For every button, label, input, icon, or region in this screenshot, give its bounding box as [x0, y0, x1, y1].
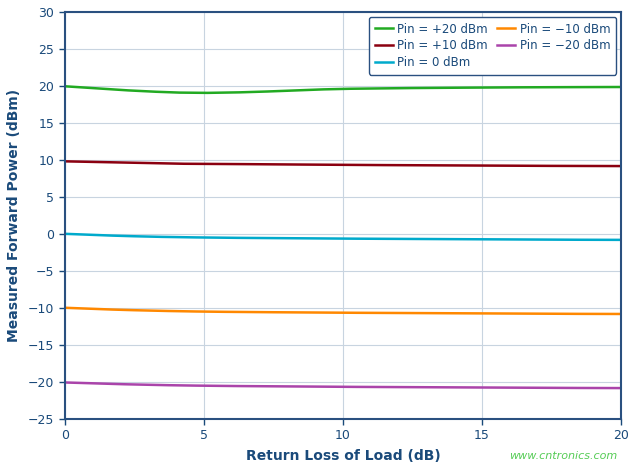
- Pin = −20 dBm: [392, 384, 399, 390]
- Pin = 0 dBm: [325, 236, 333, 242]
- Pin = +20 dBm: [200, 90, 208, 96]
- Line: Pin = −10 dBm: Pin = −10 dBm: [65, 308, 621, 314]
- Pin = −10 dBm: [604, 311, 612, 317]
- Pin = +20 dBm: [326, 86, 334, 92]
- Pin = +10 dBm: [604, 163, 612, 169]
- Pin = −20 dBm: [517, 385, 525, 391]
- Pin = −20 dBm: [325, 384, 333, 390]
- Pin = −10 dBm: [325, 310, 333, 315]
- Pin = +20 dBm: [605, 84, 612, 90]
- Pin = +20 dBm: [61, 84, 69, 89]
- Pin = −10 dBm: [517, 311, 525, 316]
- Pin = +10 dBm: [362, 162, 370, 168]
- Pin = +10 dBm: [61, 158, 69, 164]
- Pin = −20 dBm: [328, 384, 336, 390]
- Pin = −10 dBm: [392, 310, 399, 316]
- Y-axis label: Measured Forward Power (dBm): Measured Forward Power (dBm): [7, 89, 21, 342]
- Pin = +10 dBm: [618, 163, 625, 169]
- Text: www.cntronics.com: www.cntronics.com: [509, 451, 617, 461]
- Pin = 0 dBm: [392, 236, 399, 242]
- Pin = −10 dBm: [618, 311, 625, 317]
- Pin = 0 dBm: [61, 231, 69, 236]
- Pin = +20 dBm: [618, 84, 625, 90]
- Line: Pin = +10 dBm: Pin = +10 dBm: [65, 161, 621, 166]
- Line: Pin = 0 dBm: Pin = 0 dBm: [65, 234, 621, 240]
- Pin = −10 dBm: [328, 310, 336, 315]
- Line: Pin = +20 dBm: Pin = +20 dBm: [65, 86, 621, 93]
- Pin = +10 dBm: [392, 162, 399, 168]
- Pin = 0 dBm: [604, 237, 612, 243]
- Pin = −20 dBm: [61, 380, 69, 385]
- Pin = +10 dBm: [517, 163, 525, 169]
- Pin = −10 dBm: [362, 310, 370, 316]
- Pin = +20 dBm: [329, 86, 337, 92]
- Pin = 0 dBm: [362, 236, 370, 242]
- Pin = +10 dBm: [325, 162, 333, 168]
- Pin = −20 dBm: [618, 385, 625, 391]
- Pin = +10 dBm: [328, 162, 336, 168]
- Pin = +20 dBm: [363, 86, 371, 91]
- Pin = +20 dBm: [393, 86, 401, 91]
- Pin = 0 dBm: [517, 237, 525, 243]
- Pin = +20 dBm: [518, 85, 526, 90]
- X-axis label: Return Loss of Load (dB): Return Loss of Load (dB): [245, 449, 440, 463]
- Legend: Pin = +20 dBm, Pin = +10 dBm, Pin = 0 dBm, Pin = −10 dBm, Pin = −20 dBm: Pin = +20 dBm, Pin = +10 dBm, Pin = 0 dB…: [369, 16, 616, 75]
- Pin = −20 dBm: [362, 384, 370, 390]
- Pin = 0 dBm: [328, 236, 336, 242]
- Pin = −10 dBm: [61, 305, 69, 311]
- Pin = −20 dBm: [604, 385, 612, 391]
- Line: Pin = −20 dBm: Pin = −20 dBm: [65, 383, 621, 388]
- Pin = 0 dBm: [618, 237, 625, 243]
